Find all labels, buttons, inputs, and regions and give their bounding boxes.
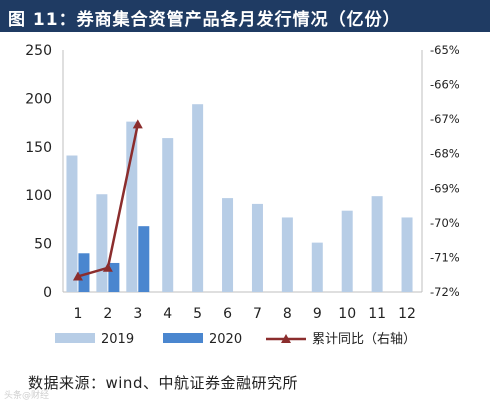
right-tick-label: -70% [430, 216, 460, 230]
legend-label-line: 累计同比（右轴） [312, 332, 416, 347]
x-tick-label: 10 [338, 306, 356, 322]
bar-2019 [251, 203, 263, 292]
x-tick-label: 2 [103, 306, 112, 322]
right-tick-label: -68% [430, 147, 460, 161]
source-note: 数据来源：wind、中航证券金融研究所 [28, 374, 298, 392]
bar-2020 [78, 253, 90, 292]
bar-2019 [126, 121, 138, 292]
left-tick-label: 50 [34, 237, 52, 253]
legend-label-2020: 2020 [209, 332, 242, 347]
x-tick-label: 4 [163, 306, 172, 322]
x-tick-label: 6 [223, 306, 232, 322]
bar-2019 [311, 242, 323, 292]
bar-2019 [192, 104, 204, 292]
line-point [72, 271, 83, 281]
right-tick-label: -66% [430, 78, 460, 92]
legend-swatch-2020 [163, 333, 203, 343]
bar-2019 [371, 196, 383, 292]
bar-2019 [401, 217, 413, 292]
left-tick-label: 250 [25, 43, 52, 59]
line-point [132, 119, 143, 129]
legend-swatch-2019 [55, 333, 95, 343]
left-tick-label: 0 [43, 285, 52, 301]
bar-2019 [66, 155, 78, 292]
x-tick-label: 7 [253, 306, 262, 322]
bar-2020 [108, 262, 120, 292]
x-tick-label: 3 [133, 306, 142, 322]
bar-2020 [138, 226, 150, 292]
x-tick-label: 1 [73, 306, 82, 322]
x-tick-label: 11 [368, 306, 386, 322]
bar-2019 [162, 138, 174, 292]
watermark: 头条@财经 [4, 391, 50, 401]
left-tick-label: 100 [25, 188, 52, 204]
x-tick-label: 9 [313, 306, 322, 322]
x-tick-label: 12 [398, 306, 416, 322]
right-tick-label: -71% [430, 250, 460, 264]
right-tick-label: -65% [430, 43, 460, 57]
bar-2019 [341, 210, 353, 292]
legend-marker [281, 334, 291, 343]
bar-2019 [222, 198, 234, 292]
legend-label-2019: 2019 [101, 332, 134, 347]
left-tick-label: 150 [25, 140, 52, 156]
left-tick-label: 200 [25, 91, 52, 107]
chart-title: 图 11：券商集合资管产品各月发行情况（亿份） [8, 10, 401, 30]
right-tick-label: -69% [430, 181, 460, 195]
title-bar: 图 11：券商集合资管产品各月发行情况（亿份） [0, 0, 490, 32]
x-tick-label: 5 [193, 306, 202, 322]
right-tick-label: -72% [430, 285, 460, 299]
x-tick-label: 8 [283, 306, 292, 322]
line-point [102, 262, 113, 272]
bar-2019 [96, 194, 108, 292]
right-tick-label: -67% [430, 112, 460, 126]
bar-2019 [281, 217, 293, 292]
